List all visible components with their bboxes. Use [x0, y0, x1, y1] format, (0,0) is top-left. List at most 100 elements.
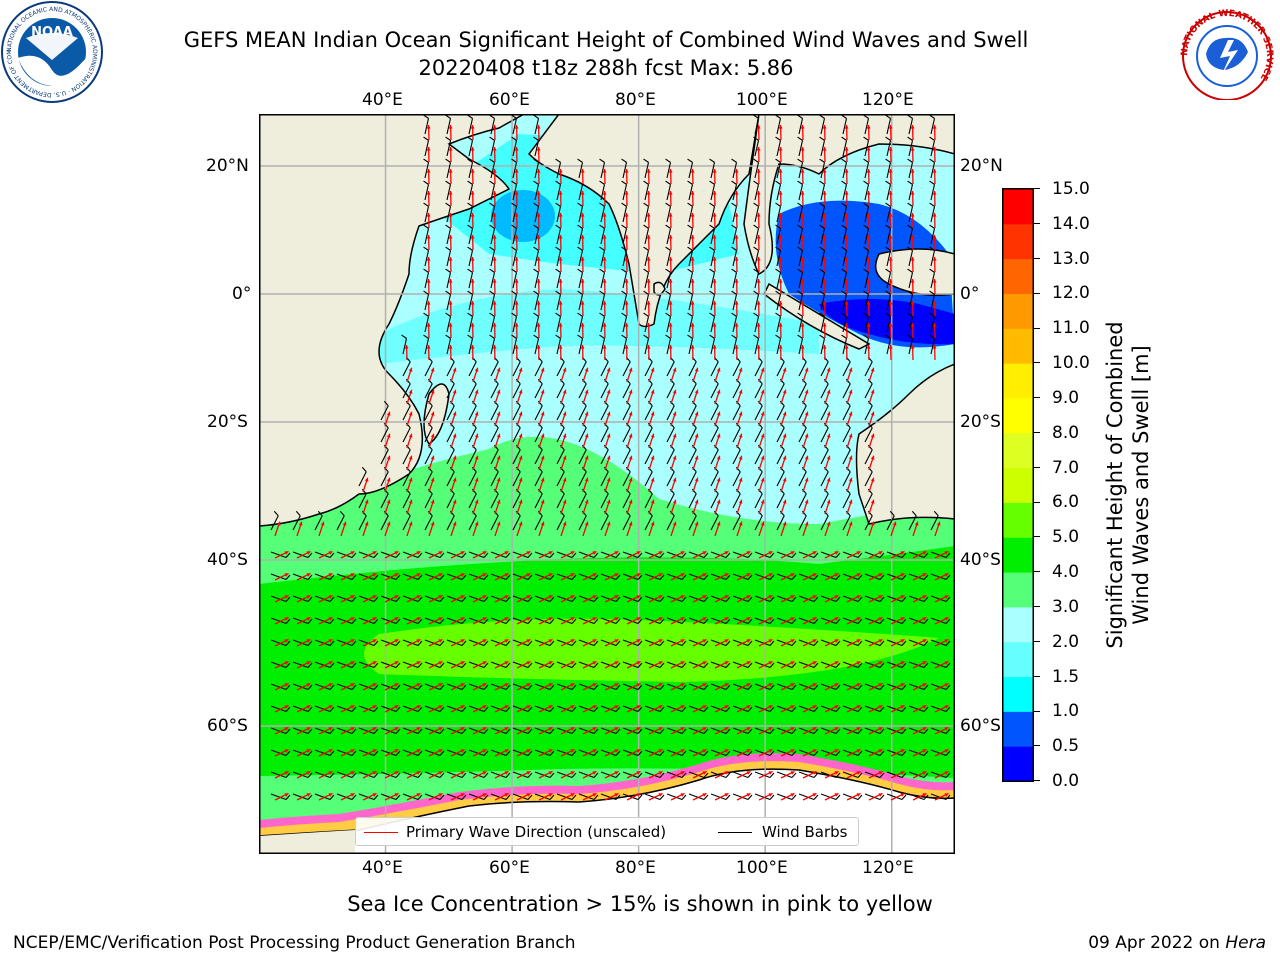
wind-barb	[885, 114, 892, 135]
wave-direction-arrow	[846, 389, 853, 405]
wind-barb	[380, 617, 401, 625]
wave-direction-arrow	[602, 234, 607, 251]
wave-direction-arrow	[560, 367, 567, 383]
wind-barb	[842, 617, 863, 625]
wave-direction-arrow	[604, 521, 611, 537]
wave-direction-arrow	[426, 168, 431, 185]
land-africa-arabia	[259, 114, 526, 527]
wave-direction-arrow	[822, 234, 827, 251]
lon-tick-top-120e: 120°E	[862, 90, 914, 110]
wave-direction-arrow	[384, 748, 399, 757]
lat-tick-right-60s: 60°S	[960, 716, 1001, 736]
wave-direction-arrow	[648, 616, 663, 625]
wind-barb	[555, 268, 562, 289]
wind-barb	[578, 705, 599, 713]
wind-barb	[622, 617, 643, 625]
wave-direction-arrow	[296, 770, 311, 779]
wave-direction-arrow	[824, 433, 831, 449]
colorbar-tick-mark	[1034, 397, 1040, 399]
wave-direction-arrow	[428, 748, 443, 757]
wave-direction-arrow	[692, 748, 707, 757]
wave-direction-arrow	[824, 411, 831, 427]
wave-direction-arrow	[362, 748, 377, 757]
wave-direction-arrow	[538, 748, 553, 757]
wind-barb	[358, 551, 379, 559]
wave-direction-arrow	[888, 278, 893, 295]
wind-barb	[578, 617, 599, 625]
wind-barb	[292, 617, 313, 625]
wind-barb	[710, 749, 731, 757]
wave-direction-arrow	[670, 411, 677, 427]
wave-direction-arrow	[934, 726, 949, 735]
wave-direction-arrow	[692, 572, 707, 581]
wave-direction-arrow	[822, 124, 827, 141]
wind-barb	[621, 202, 628, 223]
wind-barb	[490, 617, 511, 625]
wind-barb	[688, 444, 697, 465]
wind-barb	[424, 573, 445, 581]
wind-barb	[402, 793, 423, 801]
wind-barb	[446, 661, 467, 669]
wind-barb	[578, 727, 599, 735]
wave-direction-arrow	[846, 770, 861, 779]
wind-barb	[534, 510, 543, 531]
wave-direction-arrow	[668, 322, 673, 339]
wind-barb	[512, 793, 533, 801]
wind-barb	[358, 573, 379, 581]
wind-barb	[753, 268, 760, 289]
wind-barb	[578, 749, 599, 757]
wave-direction-arrow	[274, 572, 289, 581]
wind-barb	[490, 639, 511, 647]
wave-direction-arrow	[670, 477, 677, 493]
wind-barb	[666, 444, 675, 465]
wind-barb	[798, 683, 819, 691]
wave-direction-arrow	[494, 521, 501, 537]
wind-barb	[644, 771, 665, 779]
colorbar-tick-mark	[1034, 257, 1040, 259]
wave-direction-arrow	[712, 168, 717, 185]
wind-barb	[666, 639, 687, 647]
wave-direction-arrow	[758, 389, 765, 405]
wind-barb	[798, 510, 807, 531]
wind-barb	[490, 551, 511, 559]
wind-barb	[380, 422, 389, 443]
wind-barb	[622, 573, 643, 581]
wave-direction-arrow	[404, 344, 409, 361]
wind-barb	[600, 661, 621, 669]
wind-barb	[402, 749, 423, 757]
wind-barb	[578, 444, 587, 465]
wind-barb	[556, 466, 565, 487]
wave-direction-arrow	[560, 550, 575, 559]
wind-barb	[710, 595, 731, 603]
wind-barb	[644, 488, 653, 509]
wind-barb	[533, 246, 540, 267]
wind-barb	[710, 727, 731, 735]
wind-barb	[446, 617, 467, 625]
wind-barb	[864, 488, 873, 509]
wind-barb	[842, 466, 851, 487]
wave-direction-arrow	[670, 367, 677, 383]
wave-direction-arrow	[802, 770, 817, 779]
wave-direction-arrow	[406, 616, 421, 625]
wave-direction-arrow	[846, 521, 853, 537]
wind-barb	[446, 551, 467, 559]
chart-subtitle: 20220408 t18z 288h fcst Max: 5.86	[418, 56, 794, 80]
wave-direction-arrow	[514, 168, 519, 185]
wind-barb	[819, 136, 826, 157]
wave-direction-arrow	[912, 704, 927, 713]
wave-direction-arrow	[714, 477, 721, 493]
wave-direction-arrow	[780, 726, 795, 735]
wind-barb	[292, 683, 313, 691]
wind-barb	[864, 771, 885, 779]
wind-barb	[908, 661, 929, 669]
wave-direction-arrow	[492, 190, 497, 207]
wave-direction-arrow	[912, 594, 927, 603]
wind-barb	[490, 595, 511, 603]
wind-barb	[621, 290, 628, 311]
wave-direction-arrow	[514, 212, 519, 229]
wind-barb	[886, 749, 907, 757]
wave-direction-arrow	[384, 477, 391, 493]
wave-direction-arrow	[648, 521, 655, 537]
wave-direction-arrow	[670, 521, 677, 537]
wave-direction-arrow	[406, 726, 421, 735]
